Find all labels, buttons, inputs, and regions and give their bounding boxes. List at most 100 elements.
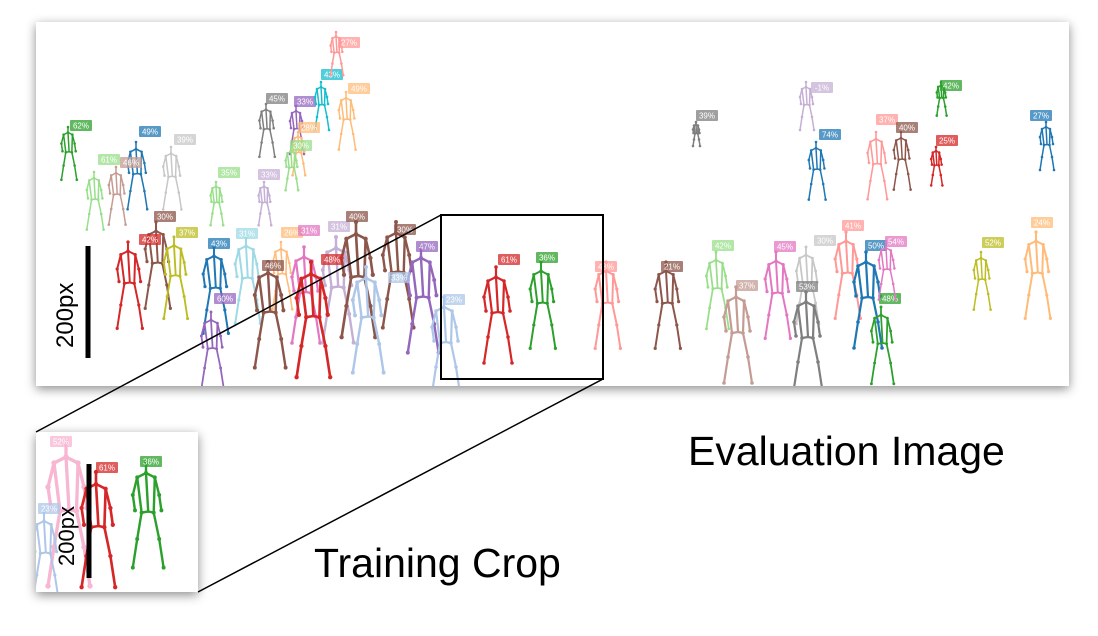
pose-limb <box>936 105 939 117</box>
pose-joint <box>300 119 304 123</box>
pose-skeleton <box>79 469 118 590</box>
pose-limb <box>302 162 306 176</box>
pose-joint <box>87 212 91 216</box>
pose-joint <box>75 460 81 466</box>
pose-limb <box>431 365 438 386</box>
pose-joint <box>1046 269 1051 274</box>
pose-joint <box>821 158 825 162</box>
confidence-tag: 27% <box>1030 110 1052 121</box>
confidence-tag: 45% <box>266 93 288 104</box>
pose-joint <box>341 285 346 290</box>
confidence-tag: 39% <box>696 110 718 121</box>
pose-joint <box>746 355 750 359</box>
pose-limb <box>875 138 879 165</box>
pose-joint <box>814 146 818 150</box>
pose-joint <box>553 346 558 351</box>
pose-limb <box>746 315 752 333</box>
pose-limb <box>152 511 161 541</box>
pose-joint <box>904 139 908 142</box>
confidence-label: 31% <box>301 227 317 236</box>
pose-joint <box>114 165 118 169</box>
pose-joint <box>794 322 798 326</box>
pose-joint <box>274 275 279 280</box>
pose-joint <box>903 158 907 161</box>
pose-joint <box>99 188 103 192</box>
pose-joint <box>285 165 288 169</box>
pose-joint <box>615 287 619 291</box>
confidence-label: -1% <box>815 84 829 93</box>
confidence-label: 60% <box>217 295 233 304</box>
pose-limb <box>973 269 976 280</box>
pose-joint <box>484 309 488 313</box>
pose-joint <box>233 262 237 266</box>
pose-joint <box>714 258 718 262</box>
pose-joint <box>869 382 873 386</box>
pose-joint <box>371 315 376 320</box>
pose-limb <box>129 173 134 192</box>
pose-limb <box>46 545 56 588</box>
pose-joint <box>885 316 889 320</box>
pose-limb <box>1051 156 1055 171</box>
pose-limb <box>245 245 249 279</box>
pose-limb <box>183 261 187 276</box>
pose-joint <box>727 327 731 331</box>
pose-joint <box>137 267 141 271</box>
pose-joint <box>210 200 213 204</box>
pose-joint <box>812 304 816 308</box>
pose-limb <box>300 151 305 165</box>
pose-joint <box>218 286 222 291</box>
pose-joint <box>800 115 804 119</box>
pose-limb <box>675 324 682 350</box>
pose-limb <box>162 191 167 211</box>
pose-joint <box>454 325 458 329</box>
pose-joint <box>694 123 698 126</box>
pose-limb <box>269 128 274 144</box>
pose-limb <box>885 342 892 364</box>
pose-joint <box>364 265 368 269</box>
pose-joint <box>814 140 818 144</box>
pose-joint <box>271 307 274 311</box>
pose-limb <box>808 159 811 170</box>
pose-joint <box>237 247 241 252</box>
pose-skeleton <box>115 240 145 331</box>
pose-joint <box>657 272 661 277</box>
pose-joint <box>610 301 614 306</box>
pose-limb <box>402 236 407 274</box>
pose-joint <box>1034 239 1038 243</box>
pose-joint <box>385 235 390 240</box>
pose-joint <box>97 179 101 182</box>
pose-joint <box>720 287 724 291</box>
pose-skeleton <box>877 240 897 301</box>
pose-joint <box>427 260 432 265</box>
pose-skeleton <box>972 250 992 311</box>
pose-limb <box>340 62 344 76</box>
pose-limb <box>540 270 544 304</box>
pose-joint <box>983 278 987 281</box>
pose-joint <box>942 96 945 100</box>
pose-joint <box>394 220 398 224</box>
pose-limb <box>372 281 377 319</box>
pose-limb <box>654 324 660 350</box>
pose-joint <box>742 299 746 303</box>
pose-joint <box>150 261 155 266</box>
pose-joint <box>258 119 261 122</box>
pose-joint <box>984 259 988 262</box>
pose-limb <box>179 275 186 298</box>
pose-limb <box>174 176 180 194</box>
pose-joint <box>289 126 293 130</box>
pose-joint <box>615 323 619 327</box>
pose-limb <box>705 307 711 330</box>
pose-joint <box>165 283 169 287</box>
pose-joint <box>240 276 245 281</box>
pose-limb <box>741 299 746 335</box>
pose-skeleton <box>85 170 105 231</box>
pose-joint <box>734 295 738 299</box>
pose-limb <box>767 263 774 295</box>
confidence-tag: 33% <box>388 272 410 283</box>
pose-joint <box>866 197 869 201</box>
pose-joint <box>934 149 938 153</box>
pose-joint <box>938 96 941 100</box>
pose-joint <box>169 274 173 278</box>
pose-joint <box>290 111 294 115</box>
pose-limb <box>183 295 189 320</box>
